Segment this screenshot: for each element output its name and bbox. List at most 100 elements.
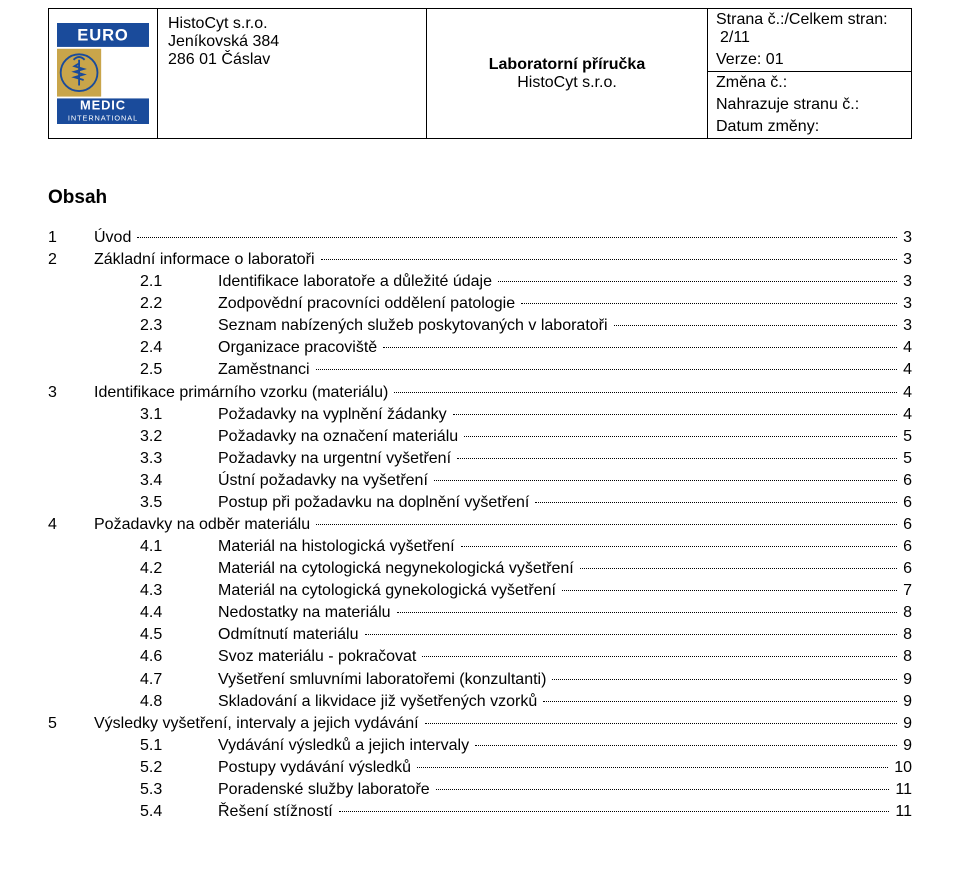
doc-title: Laboratorní příručka xyxy=(437,56,697,74)
toc-text: Úvod xyxy=(94,227,135,249)
toc-page: 7 xyxy=(899,580,912,602)
toc-line: 5.3Poradenské služby laboratoře 11 xyxy=(48,779,912,801)
toc-page: 6 xyxy=(899,536,912,558)
toc-num: 4.1 xyxy=(94,536,218,558)
toc-text: Zaměstnanci xyxy=(218,359,314,381)
logo-top-text: EURO xyxy=(77,25,129,44)
toc-leader xyxy=(457,458,897,459)
toc-line: 2.5Zaměstnanci 4 xyxy=(48,359,912,381)
toc-num: 4.6 xyxy=(94,646,218,668)
toc-page: 3 xyxy=(899,293,912,315)
obsah-heading: Obsah xyxy=(48,187,912,209)
toc-leader xyxy=(521,303,897,304)
meta-version: Verze: 01 xyxy=(708,49,911,71)
toc-page: 9 xyxy=(899,735,912,757)
toc-leader xyxy=(339,811,890,812)
toc-text: Postup při požadavku na doplnění vyšetře… xyxy=(218,492,533,514)
toc-line: 2Základní informace o laboratoři3 xyxy=(48,249,912,271)
company-name: HistoCyt s.r.o. xyxy=(168,15,416,33)
toc-num: 5.4 xyxy=(94,801,218,823)
toc-leader xyxy=(417,767,888,768)
toc-leader xyxy=(397,612,898,613)
toc-page: 8 xyxy=(899,602,912,624)
toc-num: 2.1 xyxy=(94,271,218,293)
toc-leader xyxy=(543,701,897,702)
logo-cell: EURO MEDIC INTERNATIONAL xyxy=(49,9,158,138)
toc-text: Organizace pracoviště xyxy=(218,337,381,359)
meta-page-value: 2/11 xyxy=(716,29,750,46)
toc-num: 3.2 xyxy=(94,426,218,448)
meta-change: Změna č.: xyxy=(708,71,911,94)
toc-page: 6 xyxy=(899,492,912,514)
toc-page: 8 xyxy=(899,624,912,646)
toc-num: 4.3 xyxy=(94,580,218,602)
toc-num: 3.3 xyxy=(94,448,218,470)
toc-leader xyxy=(475,745,897,746)
toc-num: 3 xyxy=(48,382,94,404)
toc-leader xyxy=(535,502,897,503)
toc-line: 3.1Požadavky na vyplnění žádanky 4 xyxy=(48,404,912,426)
toc-line: 5Výsledky vyšetření, intervaly a jejich … xyxy=(48,713,912,735)
toc-line: 4.6Svoz materiálu - pokračovat 8 xyxy=(48,646,912,668)
toc-text: Požadavky na vyplnění žádanky xyxy=(218,404,451,426)
toc-line: 4.3Materiál na cytologická gynekologická… xyxy=(48,580,912,602)
toc-page: 6 xyxy=(899,558,912,580)
toc-page: 6 xyxy=(899,514,912,536)
toc-leader xyxy=(137,237,897,238)
toc-leader xyxy=(434,480,897,481)
toc-num: 2.3 xyxy=(94,315,218,337)
toc-line: 4.4Nedostatky na materiálu 8 xyxy=(48,602,912,624)
toc-line: 2.2Zodpovědní pracovníci oddělení patolo… xyxy=(48,293,912,315)
toc-num: 4.7 xyxy=(94,669,218,691)
toc-num: 1 xyxy=(48,227,94,249)
toc-line: 3.4Ústní požadavky na vyšetření 6 xyxy=(48,470,912,492)
toc-line: 2.3Seznam nabízených služeb poskytovanýc… xyxy=(48,315,912,337)
toc-text: Požadavky na urgentní vyšetření xyxy=(218,448,455,470)
toc-line: 1Úvod3 xyxy=(48,227,912,249)
toc-leader xyxy=(436,789,890,790)
logo-bot-text: INTERNATIONAL xyxy=(68,113,138,122)
toc-leader xyxy=(365,634,898,635)
title-cell: Laboratorní příručka HistoCyt s.r.o. xyxy=(427,9,708,138)
toc-leader xyxy=(316,369,898,370)
toc-text: Identifikace laboratoře a důležité údaje xyxy=(218,271,496,293)
toc-leader xyxy=(464,436,897,437)
toc-num: 2.2 xyxy=(94,293,218,315)
toc-text: Nedostatky na materiálu xyxy=(218,602,395,624)
toc-text: Vydávání výsledků a jejich intervaly xyxy=(218,735,473,757)
toc-num: 3.4 xyxy=(94,470,218,492)
toc-page: 11 xyxy=(891,801,912,823)
toc-text: Svoz materiálu - pokračovat xyxy=(218,646,420,668)
toc-text: Materiál na cytologická negynekologická … xyxy=(218,558,578,580)
doc-subtitle: HistoCyt s.r.o. xyxy=(437,74,697,92)
toc-num: 4 xyxy=(48,514,94,536)
toc-leader xyxy=(425,723,898,724)
toc-num: 3.1 xyxy=(94,404,218,426)
toc-line: 4Požadavky na odběr materiálu6 xyxy=(48,514,912,536)
toc-text: Zodpovědní pracovníci oddělení patologie xyxy=(218,293,519,315)
toc-line: 4.2Materiál na cytologická negynekologic… xyxy=(48,558,912,580)
toc-num: 4.5 xyxy=(94,624,218,646)
toc-line: 5.4Řešení stížností 11 xyxy=(48,801,912,823)
toc-num: 3.5 xyxy=(94,492,218,514)
toc-line: 2.1Identifikace laboratoře a důležité úd… xyxy=(48,271,912,293)
toc-text: Odmítnutí materiálu xyxy=(218,624,363,646)
toc-line: 3Identifikace primárního vzorku (materiá… xyxy=(48,382,912,404)
toc-page: 4 xyxy=(899,404,912,426)
toc-text: Skladování a likvidace již vyšetřených v… xyxy=(218,691,541,713)
toc-text: Materiál na histologická vyšetření xyxy=(218,536,459,558)
company-cell: HistoCyt s.r.o. Jeníkovská 384 286 01 Čá… xyxy=(158,9,427,138)
toc-num: 4.2 xyxy=(94,558,218,580)
toc-line: 4.1Materiál na histologická vyšetření 6 xyxy=(48,536,912,558)
company-addr1: Jeníkovská 384 xyxy=(168,33,416,51)
toc-line: 3.2Požadavky na označení materiálu 5 xyxy=(48,426,912,448)
toc-text: Materiál na cytologická gynekologická vy… xyxy=(218,580,560,602)
toc-num: 2 xyxy=(48,249,94,271)
toc-leader xyxy=(383,347,897,348)
toc-page: 8 xyxy=(899,646,912,668)
toc-page: 3 xyxy=(899,315,912,337)
euromedic-logo: EURO MEDIC INTERNATIONAL xyxy=(57,23,149,124)
toc-num: 4.4 xyxy=(94,602,218,624)
toc-leader xyxy=(552,679,897,680)
toc-page: 4 xyxy=(899,382,912,404)
